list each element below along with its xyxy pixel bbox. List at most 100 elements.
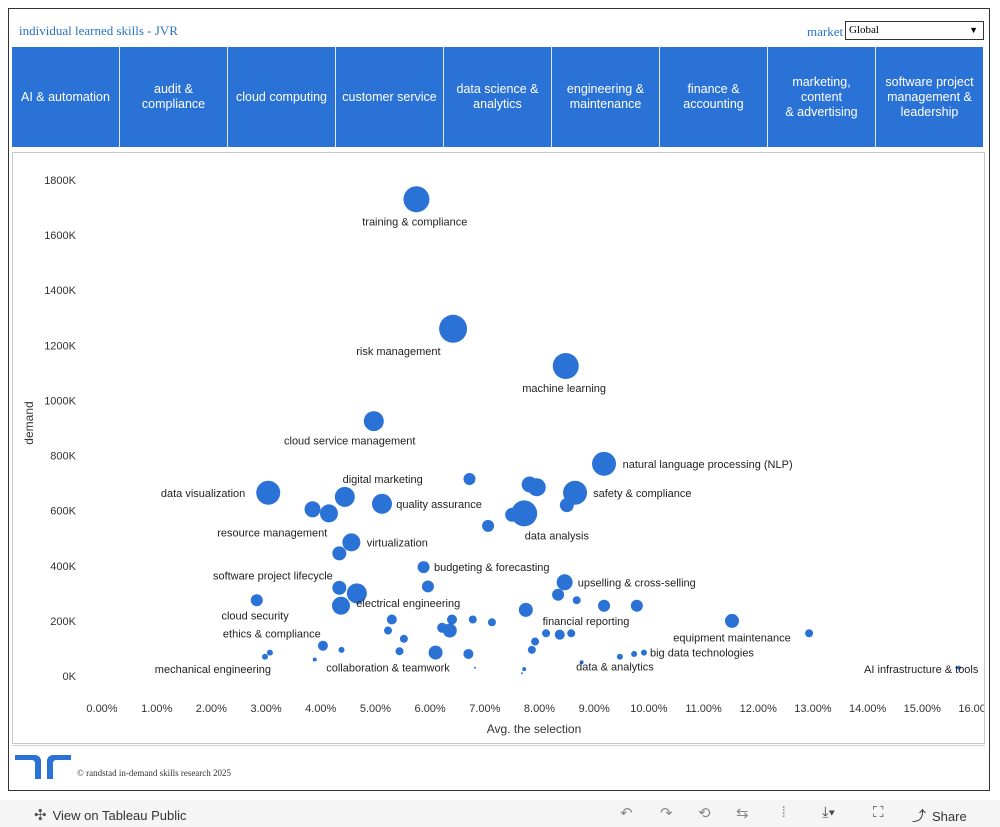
x-tick-label: 9.00%: [579, 703, 610, 715]
data-point[interactable]: [518, 602, 533, 617]
point-label: electrical engineering: [356, 598, 460, 610]
data-point[interactable]: [317, 640, 328, 651]
pause-icon[interactable]: ⦙: [782, 804, 786, 821]
data-point[interactable]: [463, 472, 476, 485]
data-point[interactable]: [463, 648, 474, 659]
data-point[interactable]: [468, 615, 477, 624]
point-label: software project lifecycle: [213, 570, 333, 582]
data-point[interactable]: [559, 498, 574, 513]
data-point[interactable]: [572, 596, 581, 605]
data-point[interactable]: [631, 650, 638, 657]
point-label: data & analytics: [576, 661, 654, 673]
data-point[interactable]: [332, 546, 347, 561]
data-point[interactable]: [805, 629, 814, 638]
tab-3[interactable]: customer service: [336, 47, 444, 147]
data-point[interactable]: [640, 649, 647, 656]
data-point-virtualization[interactable]: [342, 533, 361, 552]
undo-icon[interactable]: ↶: [620, 805, 633, 822]
data-point[interactable]: [386, 614, 397, 625]
data-point[interactable]: [473, 666, 476, 669]
y-tick-label: 0K: [63, 671, 77, 683]
data-point[interactable]: [598, 599, 611, 612]
data-point[interactable]: [521, 672, 523, 675]
data-point-data-analytics[interactable]: [579, 660, 584, 665]
data-point[interactable]: [312, 657, 317, 662]
tab-6[interactable]: finance & accounting: [660, 47, 768, 147]
data-point[interactable]: [421, 580, 434, 593]
view-on-tableau-link[interactable]: ✣ View on Tableau Public: [34, 806, 187, 824]
data-point[interactable]: [527, 645, 536, 654]
data-point[interactable]: [447, 614, 457, 625]
data-point-training-compliance[interactable]: [403, 186, 430, 213]
data-point-big-data-technologies[interactable]: [616, 653, 623, 660]
tab-0[interactable]: AI & automation: [12, 47, 120, 147]
x-tick-label: 2.00%: [196, 703, 227, 715]
data-point-resource-management[interactable]: [482, 519, 495, 532]
redo-icon[interactable]: ↷: [660, 805, 673, 822]
tab-5[interactable]: engineering & maintenance: [552, 47, 660, 147]
point-label: resource management: [217, 528, 327, 540]
data-point-collaboration-teamwork[interactable]: [522, 667, 527, 672]
tab-8[interactable]: software project management & leadership: [876, 47, 983, 147]
download-icon[interactable]: ⤓▾: [822, 804, 835, 821]
data-point[interactable]: [395, 647, 404, 656]
share-button[interactable]: ⤴ Share: [912, 806, 967, 826]
data-point-digital-marketing[interactable]: [334, 486, 355, 507]
data-point[interactable]: [319, 504, 338, 523]
point-label: data analysis: [525, 530, 590, 542]
x-tick-label: 15.00%: [904, 703, 942, 715]
data-point-quality-assurance[interactable]: [372, 493, 392, 514]
data-point[interactable]: [527, 478, 546, 497]
share-icon: ⤴: [912, 808, 926, 824]
data-point[interactable]: [338, 646, 345, 653]
data-point-data-visualization[interactable]: [256, 480, 281, 505]
x-tick-label: 0.00%: [86, 703, 117, 715]
data-point[interactable]: [266, 649, 273, 656]
data-point-upselling-cross-selling[interactable]: [556, 574, 573, 591]
market-dropdown[interactable]: Global ▼: [845, 21, 984, 40]
point-label: financial reporting: [543, 616, 630, 628]
data-point[interactable]: [442, 623, 457, 638]
data-point-software-project-lifecycle[interactable]: [332, 580, 347, 595]
data-point[interactable]: [554, 629, 565, 640]
data-point[interactable]: [487, 618, 496, 627]
tab-4[interactable]: data science & analytics: [444, 47, 552, 147]
x-tick-label: 7.00%: [469, 703, 500, 715]
data-point-ai-infrastructure-tools[interactable]: [956, 665, 961, 670]
data-point-mechanical-engineering[interactable]: [261, 653, 268, 660]
data-point-risk-management[interactable]: [439, 314, 468, 343]
data-point-natural-language-processing-nlp[interactable]: [592, 451, 617, 476]
data-point-data-analysis[interactable]: [511, 500, 538, 527]
data-point-equipment-maintenance[interactable]: [725, 613, 739, 628]
data-point[interactable]: [399, 634, 408, 643]
data-point[interactable]: [384, 626, 393, 635]
data-point-financial-reporting[interactable]: [567, 629, 576, 638]
tableau-icon: ✣: [34, 807, 47, 824]
tab-label: AI & automation: [21, 89, 110, 104]
data-point-electrical-engineering[interactable]: [331, 596, 350, 615]
tab-1[interactable]: audit & compliance: [120, 47, 228, 147]
data-point[interactable]: [304, 501, 321, 518]
data-point-machine-learning[interactable]: [552, 353, 579, 379]
data-point-cloud-security[interactable]: [250, 594, 263, 607]
x-tick-label: 10.00%: [630, 703, 668, 715]
point-label: ethics & compliance: [223, 628, 321, 640]
fullscreen-icon[interactable]: ⛶: [873, 804, 884, 821]
data-point[interactable]: [428, 645, 443, 660]
tab-label: customer service: [342, 89, 437, 104]
data-point[interactable]: [630, 599, 643, 612]
data-point-cloud-service-management[interactable]: [363, 411, 384, 432]
point-label: AI infrastructure & tools: [864, 664, 979, 676]
tab-7[interactable]: marketing, content & advertising: [768, 47, 876, 147]
point-label: collaboration & teamwork: [326, 663, 450, 675]
data-point-ethics-compliance[interactable]: [531, 637, 540, 646]
point-label: upselling & cross-selling: [578, 577, 696, 589]
data-point[interactable]: [346, 583, 367, 604]
refresh-icon[interactable]: ⇆: [736, 805, 749, 822]
revert-icon[interactable]: ⟲: [698, 805, 711, 822]
data-point[interactable]: [542, 629, 551, 638]
data-point[interactable]: [552, 588, 565, 601]
data-point-budgeting-forecasting[interactable]: [417, 561, 430, 574]
tab-2[interactable]: cloud computing: [228, 47, 336, 147]
point-label: training & compliance: [362, 216, 467, 228]
